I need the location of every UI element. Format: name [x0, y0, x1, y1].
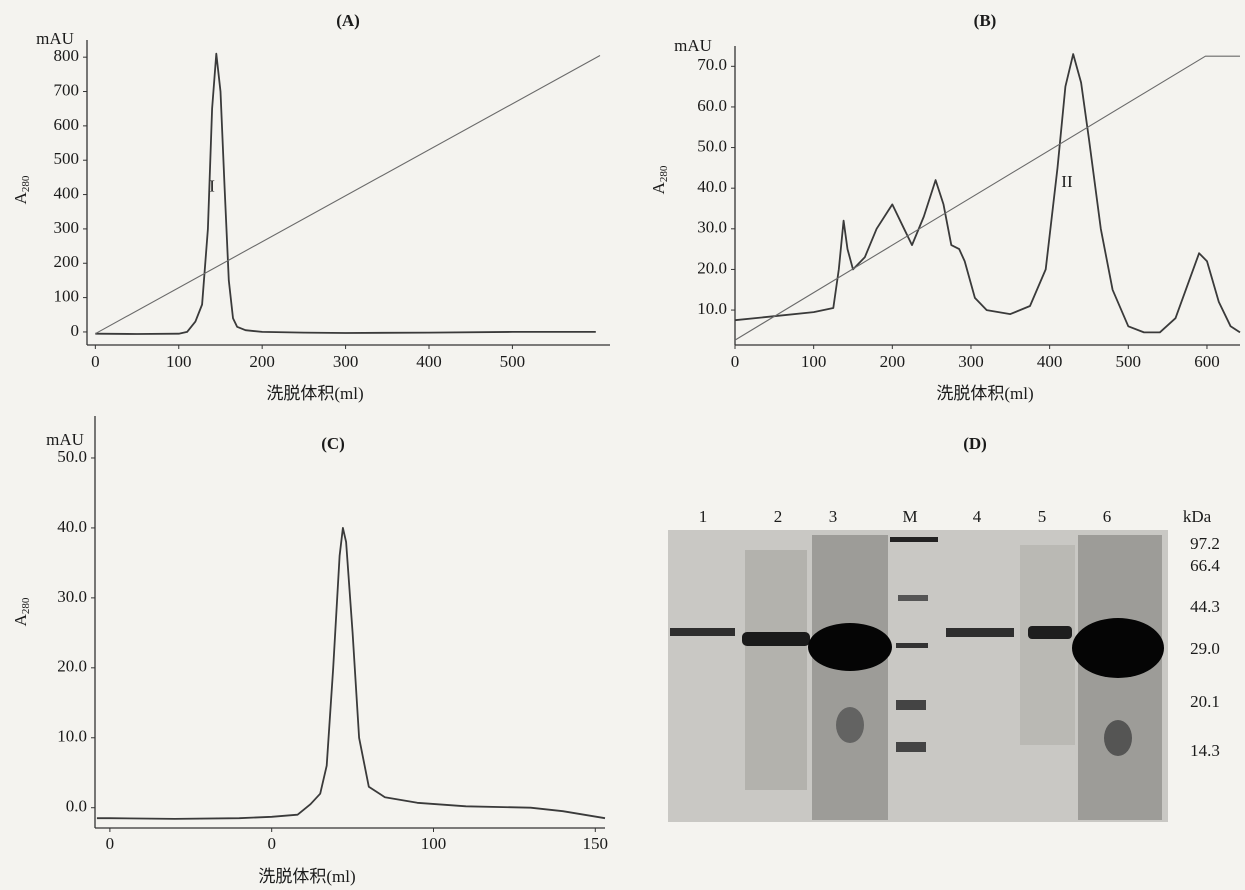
y-tick-label: 300	[54, 218, 80, 237]
marker-band	[890, 537, 938, 542]
y-tick-label: 50.0	[697, 136, 727, 155]
x-tick-label: 400	[1037, 352, 1063, 371]
peak-label: I	[209, 177, 215, 196]
x-tick-label: 600	[1194, 352, 1220, 371]
smear	[812, 535, 888, 820]
x-tick-label: 100	[166, 352, 192, 371]
x-axis-label: 洗脱体积(ml)	[258, 867, 355, 886]
y-tick-label: 0.0	[66, 797, 87, 816]
y-tick-label: 400	[54, 183, 80, 202]
y-tick-label: 60.0	[697, 96, 727, 115]
y-tick-label: 20.0	[57, 657, 87, 676]
y-tick-label: 200	[54, 252, 80, 271]
marker-band	[896, 742, 926, 752]
lane-label: 2	[774, 507, 783, 526]
band	[808, 623, 892, 671]
y-label-sub: 280	[658, 165, 670, 182]
figure: (A)mAUA280洗脱体积(ml)0100200300400500600700…	[0, 0, 1245, 890]
x-tick-label: 400	[416, 352, 442, 371]
y-tick-label: 700	[54, 80, 80, 99]
chart-title: (A)	[336, 11, 360, 30]
band	[670, 628, 735, 636]
x-tick-label: 0	[731, 352, 740, 371]
marker-label: 20.1	[1190, 692, 1220, 711]
x-tick-label: 150	[583, 834, 609, 853]
x-tick-label: 300	[958, 352, 984, 371]
marker-band	[898, 595, 928, 601]
band	[1072, 618, 1164, 678]
y-tick-label: 10.0	[57, 727, 87, 746]
y-label-main: A	[11, 613, 30, 626]
y-tick-label: 40.0	[697, 177, 727, 196]
marker-label: 97.2	[1190, 534, 1220, 553]
chart-title: (B)	[974, 11, 997, 30]
smear	[1020, 545, 1075, 745]
marker-band	[896, 643, 928, 648]
lane-label: 4	[973, 507, 982, 526]
lane-label: 5	[1038, 507, 1047, 526]
lane-label: 3	[829, 507, 838, 526]
marker-label: 14.3	[1190, 741, 1220, 760]
band	[742, 632, 810, 646]
x-tick-label: 200	[249, 352, 275, 371]
y-tick-label: 100	[54, 287, 80, 306]
y-label-main: A	[11, 191, 30, 204]
lane-label: 1	[699, 507, 708, 526]
y-tick-label: 800	[54, 46, 80, 65]
y-label-sub: 280	[20, 175, 32, 192]
y-tick-label: 50.0	[57, 447, 87, 466]
x-tick-label: 200	[880, 352, 906, 371]
band	[946, 628, 1014, 637]
gel-title: (D)	[963, 434, 987, 453]
chart-title: (C)	[321, 434, 345, 453]
marker-label: 29.0	[1190, 639, 1220, 658]
y-label-main: A	[649, 181, 668, 194]
peak-label: II	[1061, 172, 1073, 191]
y-tick-label: 10.0	[697, 299, 727, 318]
y-label-sub: 280	[20, 597, 32, 614]
band	[1104, 720, 1132, 756]
x-tick-label: 0	[267, 834, 276, 853]
marker-label: 66.4	[1190, 556, 1220, 575]
y-unit: mAU	[36, 29, 74, 48]
y-tick-label: 20.0	[697, 258, 727, 277]
smear	[745, 550, 807, 790]
y-tick-label: 40.0	[57, 517, 87, 536]
x-tick-label: 500	[500, 352, 526, 371]
x-tick-label: 100	[801, 352, 827, 371]
y-tick-label: 30.0	[57, 587, 87, 606]
x-axis-label: 洗脱体积(ml)	[936, 384, 1033, 403]
x-tick-label: 100	[421, 834, 447, 853]
y-tick-label: 70.0	[697, 55, 727, 74]
marker-label: 44.3	[1190, 597, 1220, 616]
marker-band	[896, 700, 926, 710]
x-tick-label: 0	[106, 834, 115, 853]
x-axis-label: 洗脱体积(ml)	[266, 384, 363, 403]
x-tick-label: 500	[1116, 352, 1142, 371]
y-tick-label: 600	[54, 115, 80, 134]
x-tick-label: 0	[91, 352, 100, 371]
y-tick-label: 0	[71, 321, 80, 340]
y-tick-label: 500	[54, 149, 80, 168]
band	[1028, 626, 1072, 639]
band	[836, 707, 864, 743]
y-unit: mAU	[674, 36, 712, 55]
gel-unit: kDa	[1183, 507, 1212, 526]
x-tick-label: 300	[333, 352, 359, 371]
lane-label: M	[902, 507, 917, 526]
lane-label: 6	[1103, 507, 1112, 526]
y-tick-label: 30.0	[697, 218, 727, 237]
